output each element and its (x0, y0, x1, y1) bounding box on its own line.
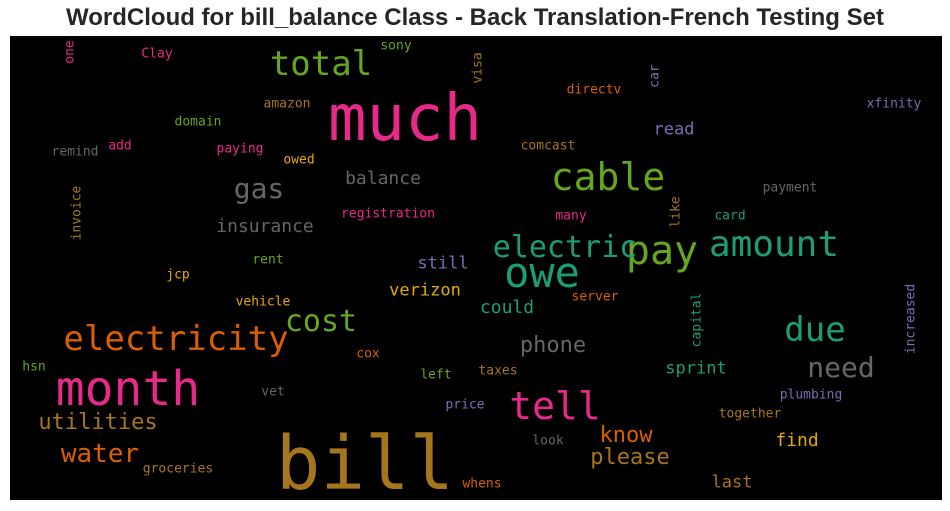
word-directv: directv (566, 82, 622, 98)
word-find: find (775, 430, 819, 451)
word-xfinity: xfinity (866, 96, 922, 112)
word-water: water (60, 439, 140, 469)
word-electric: electric (492, 230, 638, 265)
word-rent: rent (252, 252, 284, 268)
word-pay: pay (625, 228, 699, 274)
word-insurance: insurance (216, 216, 314, 237)
word-gas: gas (233, 172, 285, 205)
word-capital: capital (689, 292, 705, 348)
word-car: car (647, 64, 663, 88)
word-increased: increased (903, 283, 919, 355)
chart-title: WordCloud for bill_balance Class - Back … (66, 4, 884, 31)
word-add: add (108, 138, 132, 154)
word-please: please (590, 445, 670, 470)
word-paying: paying (216, 141, 264, 157)
word-visa: visa (470, 52, 486, 84)
word-electricity: electricity (63, 319, 289, 359)
word-cost: cost (284, 304, 358, 339)
word-sony: sony (380, 38, 412, 54)
wordcloud-canvas: bill much month owe pay cable amount electricit… (10, 36, 942, 500)
word-cox: cox (356, 346, 380, 362)
word-know: know (599, 423, 653, 448)
word-together: together (718, 406, 782, 422)
word-payment: payment (762, 180, 818, 196)
word-sprint: sprint (665, 358, 727, 379)
word-plumbing: plumbing (779, 387, 843, 403)
word-balance: balance (345, 168, 421, 189)
word-comcast: comcast (520, 138, 576, 154)
word-whens: whens (462, 476, 502, 492)
word-vehicle: vehicle (235, 294, 291, 310)
word-need: need (807, 351, 875, 384)
word-amount: amount (708, 224, 840, 265)
word-still: still (417, 253, 469, 274)
word-bill: bill (275, 421, 455, 500)
word-price: price (445, 397, 485, 413)
word-many: many (555, 208, 587, 224)
word-cable: cable (550, 155, 666, 199)
word-owe: owe (504, 248, 580, 297)
word-taxes: taxes (478, 363, 518, 379)
word-registration: registration (341, 206, 435, 222)
word-clay: Clay (141, 46, 173, 62)
word-due: due (784, 310, 846, 350)
word-look: look (532, 433, 564, 449)
word-could: could (479, 297, 535, 318)
word-verizon: verizon (389, 280, 461, 301)
word-groceries: groceries (142, 461, 214, 477)
word-read: read (653, 119, 695, 140)
word-hsn: hsn (22, 359, 46, 375)
word-server: server (571, 289, 619, 305)
word-jcp: jcp (166, 267, 190, 283)
word-utilities: utilities (38, 410, 158, 435)
word-last: last (711, 472, 753, 493)
word-owed: owed (283, 152, 315, 168)
word-left: left (420, 367, 452, 383)
word-amazon: amazon (263, 96, 311, 112)
word-card: card (714, 208, 746, 224)
word-total: total (269, 44, 373, 84)
word-phone: phone (519, 333, 587, 358)
word-one: one (62, 40, 78, 64)
word-much: much (327, 82, 483, 156)
word-vet: vet (261, 384, 285, 400)
word-invoice: invoice (69, 185, 85, 241)
word-month: month (55, 361, 201, 417)
word-domain: domain (174, 114, 222, 130)
word-remind: remind (51, 144, 99, 160)
word-like: like (668, 196, 684, 228)
word-tell: tell (509, 384, 601, 428)
